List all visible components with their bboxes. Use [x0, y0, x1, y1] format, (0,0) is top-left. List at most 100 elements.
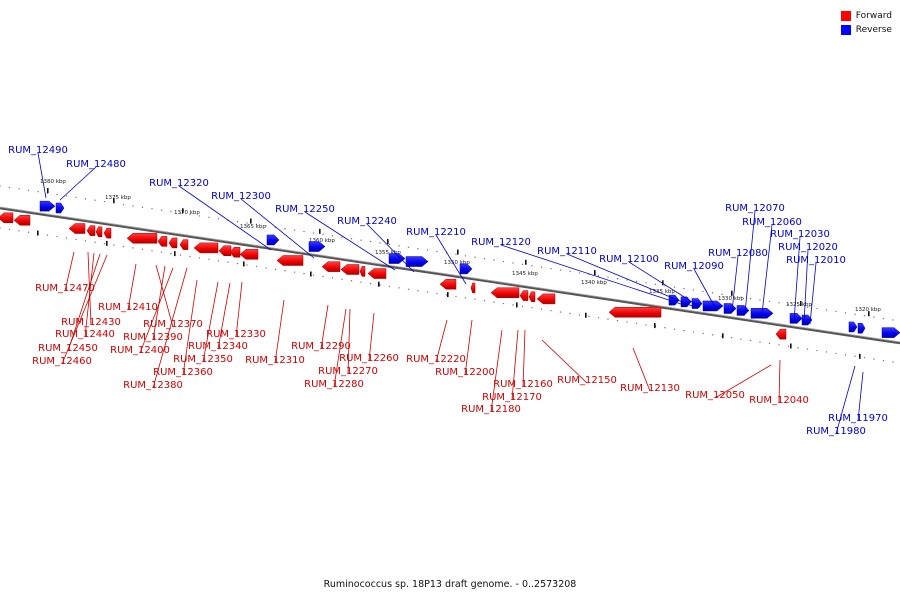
- scale-dot: [132, 205, 134, 207]
- scale-dot: [483, 257, 486, 260]
- scale-dot: [873, 358, 875, 360]
- forward-gene-label: RUM_12130: [620, 383, 680, 394]
- scale-dot: [531, 307, 533, 309]
- reverse-gene-arrow: [308, 241, 326, 252]
- scale-dot: [198, 215, 201, 217]
- scale-dot: [75, 238, 77, 241]
- forward-gene-label: RUM_12430: [61, 317, 121, 328]
- scale-dot: [455, 253, 457, 256]
- forward-gene-arrow: [528, 291, 536, 303]
- scale-dot: [474, 298, 476, 300]
- scale-dot: [322, 233, 324, 236]
- scale-dot: [635, 322, 638, 325]
- forward-gene-label: RUM_12370: [143, 319, 203, 330]
- forward-gene-label: RUM_12360: [153, 367, 213, 378]
- scale-dot: [0, 227, 1, 229]
- reverse-gene-arrow: [881, 327, 900, 338]
- legend: Forward Reverse: [840, 9, 892, 37]
- scale-dot: [189, 255, 191, 258]
- scale-dot: [198, 257, 201, 259]
- reverse-gene-label: RUM_12060: [742, 217, 802, 228]
- scale-dot: [436, 250, 438, 253]
- scale-dot: [806, 348, 809, 350]
- forward-gene-label: RUM_12270: [318, 366, 378, 377]
- major-tick: [387, 239, 389, 245]
- forward-gene-arrow: [470, 282, 476, 294]
- reverse-gene-label: RUM_12300: [211, 191, 271, 202]
- scale-dot: [208, 258, 210, 261]
- reverse-gene-label: RUM_12250: [275, 204, 335, 215]
- leader-line: [127, 263, 137, 311]
- scale-dot: [113, 244, 115, 246]
- scale-dot: [293, 271, 296, 273]
- scale-dot: [502, 260, 505, 263]
- major-tick: [182, 208, 184, 214]
- scale-dot: [322, 275, 324, 278]
- leader-line: [566, 253, 693, 307]
- leader-line: [693, 268, 717, 310]
- leader-line: [435, 319, 448, 363]
- scale-dot: [730, 337, 733, 339]
- leader-line: [793, 236, 801, 323]
- reverse-gene-label: RUM_12320: [149, 178, 209, 189]
- scale-dot: [550, 267, 552, 270]
- scale-dot: [702, 290, 704, 293]
- scale-dot: [426, 249, 429, 251]
- scale-dot: [892, 361, 894, 363]
- forward-gene-arrow: [95, 226, 103, 238]
- scale-dot: [27, 189, 30, 191]
- forward-gene-arrow: [239, 249, 259, 260]
- scale-dot: [578, 314, 581, 316]
- scale-dot: [588, 315, 590, 318]
- scale-dot: [702, 332, 704, 335]
- scale-dot: [179, 212, 182, 214]
- scale-dot: [892, 319, 894, 321]
- scale-dot: [246, 264, 248, 266]
- scale-dot: [284, 270, 286, 272]
- leader-line: [320, 304, 329, 350]
- backbone-line: [0, 206, 900, 345]
- scale-dot: [236, 220, 239, 223]
- reverse-gene-arrow: [388, 253, 406, 264]
- scale-dot: [835, 310, 837, 313]
- major-tick: [525, 259, 527, 265]
- scale-label: 1325 kbp: [786, 302, 812, 308]
- scale-dot: [721, 293, 723, 295]
- forward-gene-arrow: [519, 290, 529, 301]
- leader-line: [182, 279, 198, 376]
- leader-line: [217, 282, 231, 350]
- scale-label: 1350 kbp: [444, 260, 470, 266]
- forward-gene-label: RUM_12460: [32, 356, 92, 367]
- scale-dot: [312, 232, 315, 234]
- reverse-gene-arrow: [39, 200, 56, 212]
- leader-line: [152, 267, 188, 389]
- leader-line: [67, 253, 101, 352]
- scale-dot: [825, 309, 828, 311]
- scale-dot: [265, 267, 267, 269]
- scale-dot: [445, 294, 448, 296]
- forward-gene-arrow: [490, 287, 520, 298]
- scale-dot: [65, 195, 68, 197]
- scale-dot: [369, 240, 372, 243]
- scale-dot: [683, 287, 685, 290]
- leader-line: [731, 255, 739, 312]
- scale-dot: [94, 199, 96, 201]
- forward-gene-arrow: [168, 237, 178, 249]
- scale-dot: [607, 276, 609, 278]
- forward-gene-arrow: [86, 225, 96, 236]
- forward-gene-label: RUM_12050: [685, 390, 745, 401]
- scale-dot: [246, 222, 248, 224]
- scale-label: 1330 kbp: [718, 296, 744, 302]
- leader-line: [37, 152, 47, 199]
- reverse-gene-arrow: [405, 256, 429, 267]
- scale-dot: [616, 319, 619, 322]
- leader-line: [628, 261, 701, 308]
- major-tick: [868, 311, 870, 317]
- legend-reverse-label: Reverse: [855, 25, 892, 35]
- scale-dot: [873, 316, 875, 318]
- scale-dot: [645, 324, 647, 326]
- scale-dot: [132, 247, 134, 249]
- forward-gene-label: RUM_12380: [123, 380, 183, 391]
- scale-dot: [768, 342, 771, 345]
- major-tick: [447, 292, 449, 298]
